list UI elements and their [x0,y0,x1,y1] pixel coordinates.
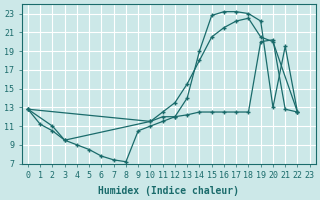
X-axis label: Humidex (Indice chaleur): Humidex (Indice chaleur) [98,186,239,196]
